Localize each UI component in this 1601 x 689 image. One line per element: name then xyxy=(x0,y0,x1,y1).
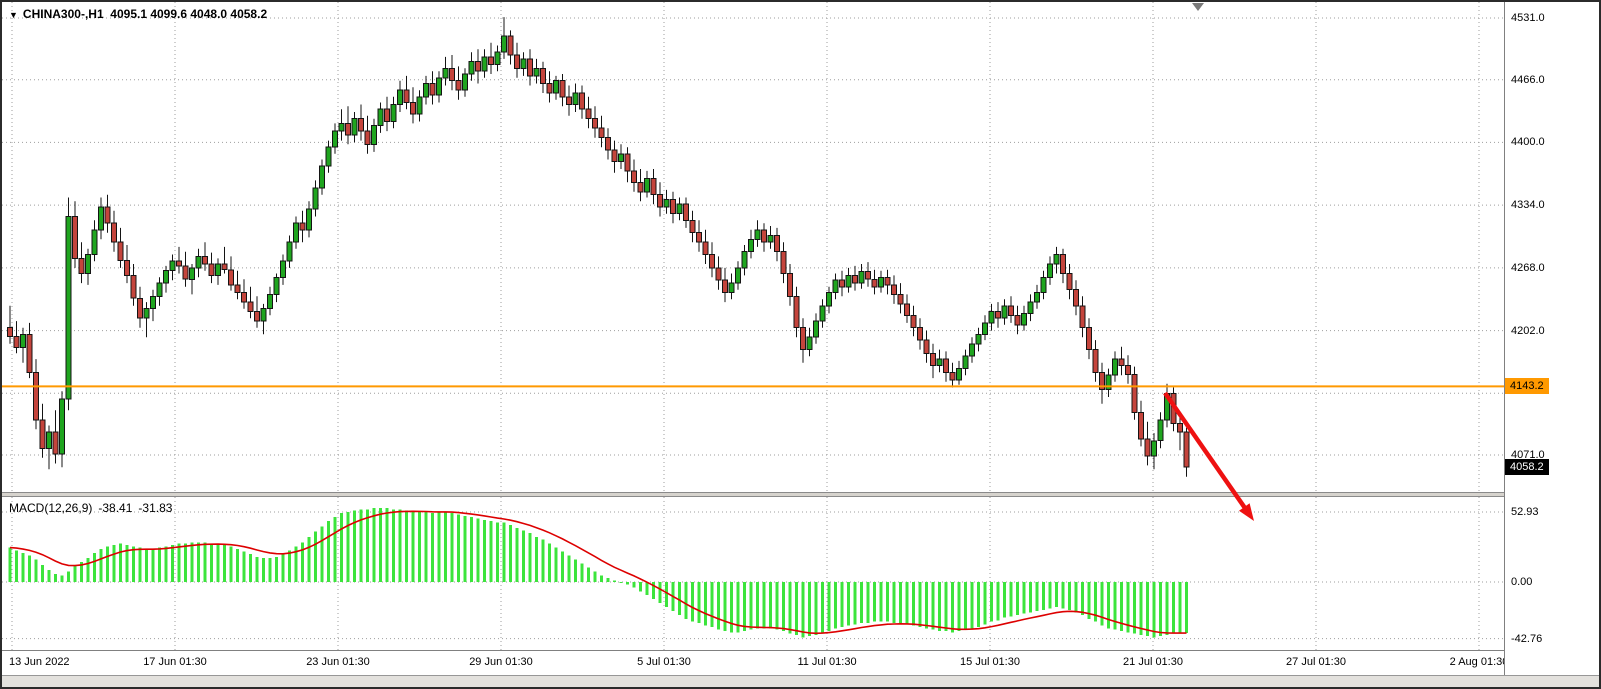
time-axis-label: 27 Jul 01:30 xyxy=(1286,656,1346,668)
time-axis-label: 13 Jun 2022 xyxy=(9,656,70,668)
macd-signal-line xyxy=(9,510,1187,635)
macd-pane[interactable]: MACD(12,26,9) -38.41 -31.83 xyxy=(2,497,1504,650)
macd-axis-label: -42.76 xyxy=(1511,633,1543,645)
time-axis-label: 29 Jun 01:30 xyxy=(469,656,533,668)
price-axis-label: 4202.0 xyxy=(1511,325,1545,337)
price-axis-label: 4268.0 xyxy=(1511,262,1545,274)
candles-layer xyxy=(7,17,1190,477)
current-price-badge: 4058.2 xyxy=(1505,459,1549,475)
macd-signal-value: -31.83 xyxy=(138,501,173,515)
price-axis-label: 4466.0 xyxy=(1511,74,1545,86)
gridlines xyxy=(2,2,1504,492)
symbol-info: ▼ CHINA300-,H1 4095.1 4099.6 4048.0 4058.… xyxy=(9,7,267,21)
macd-axis-label: 0.00 xyxy=(1511,576,1533,588)
macd-indicator-info: MACD(12,26,9) -38.41 -31.83 xyxy=(9,501,178,515)
collapse-chevron-icon[interactable]: ▼ xyxy=(9,10,18,20)
symbol-timeframe-label: CHINA300-,H1 xyxy=(22,7,104,21)
time-axis-label: 17 Jun 01:30 xyxy=(143,656,207,668)
macd-gridlines xyxy=(2,497,1504,650)
pane-splitter[interactable] xyxy=(2,492,1504,497)
window-bottom-edge xyxy=(2,675,1599,687)
time-axis[interactable]: 13 Jun 2022 17 Jun 01:30 23 Jun 01:30 29 Ju… xyxy=(2,650,1508,675)
time-axis-label: 2 Aug 01:30 xyxy=(1449,656,1509,668)
price-axis-label: 4071.0 xyxy=(1511,449,1545,461)
time-axis-label: 23 Jun 01:30 xyxy=(306,656,370,668)
price-axis-label: 4400.0 xyxy=(1511,136,1545,148)
price-axis-label: 4334.0 xyxy=(1511,199,1545,211)
time-axis-label: 21 Jul 01:30 xyxy=(1123,656,1183,668)
price-axis-label: 4531.0 xyxy=(1511,12,1545,24)
time-axis-label: 15 Jul 01:30 xyxy=(960,656,1020,668)
hline-price-badge: 4143.2 xyxy=(1505,378,1549,394)
macd-plot xyxy=(2,497,1504,650)
macd-histogram xyxy=(8,507,1188,638)
ohlc-readout: 4095.1 4099.6 4048.0 4058.2 xyxy=(110,7,268,21)
time-axis-label: 11 Jul 01:30 xyxy=(797,656,857,668)
macd-indicator-label: MACD(12,26,9) xyxy=(9,501,93,515)
macd-main-value: -38.41 xyxy=(98,501,133,515)
candlestick-plot xyxy=(2,2,1504,492)
price-scale[interactable]: 4143.2 4058.2 4531.0 4466.0 4400.0 4334.0 42… xyxy=(1504,2,1599,675)
chart-shift-marker-icon xyxy=(1192,3,1204,11)
time-axis-label: 5 Jul 01:30 xyxy=(637,656,691,668)
macd-axis-label: 52.93 xyxy=(1511,506,1539,518)
price-chart-pane[interactable]: ▼ CHINA300-,H1 4095.1 4099.6 4048.0 4058.… xyxy=(2,2,1504,492)
